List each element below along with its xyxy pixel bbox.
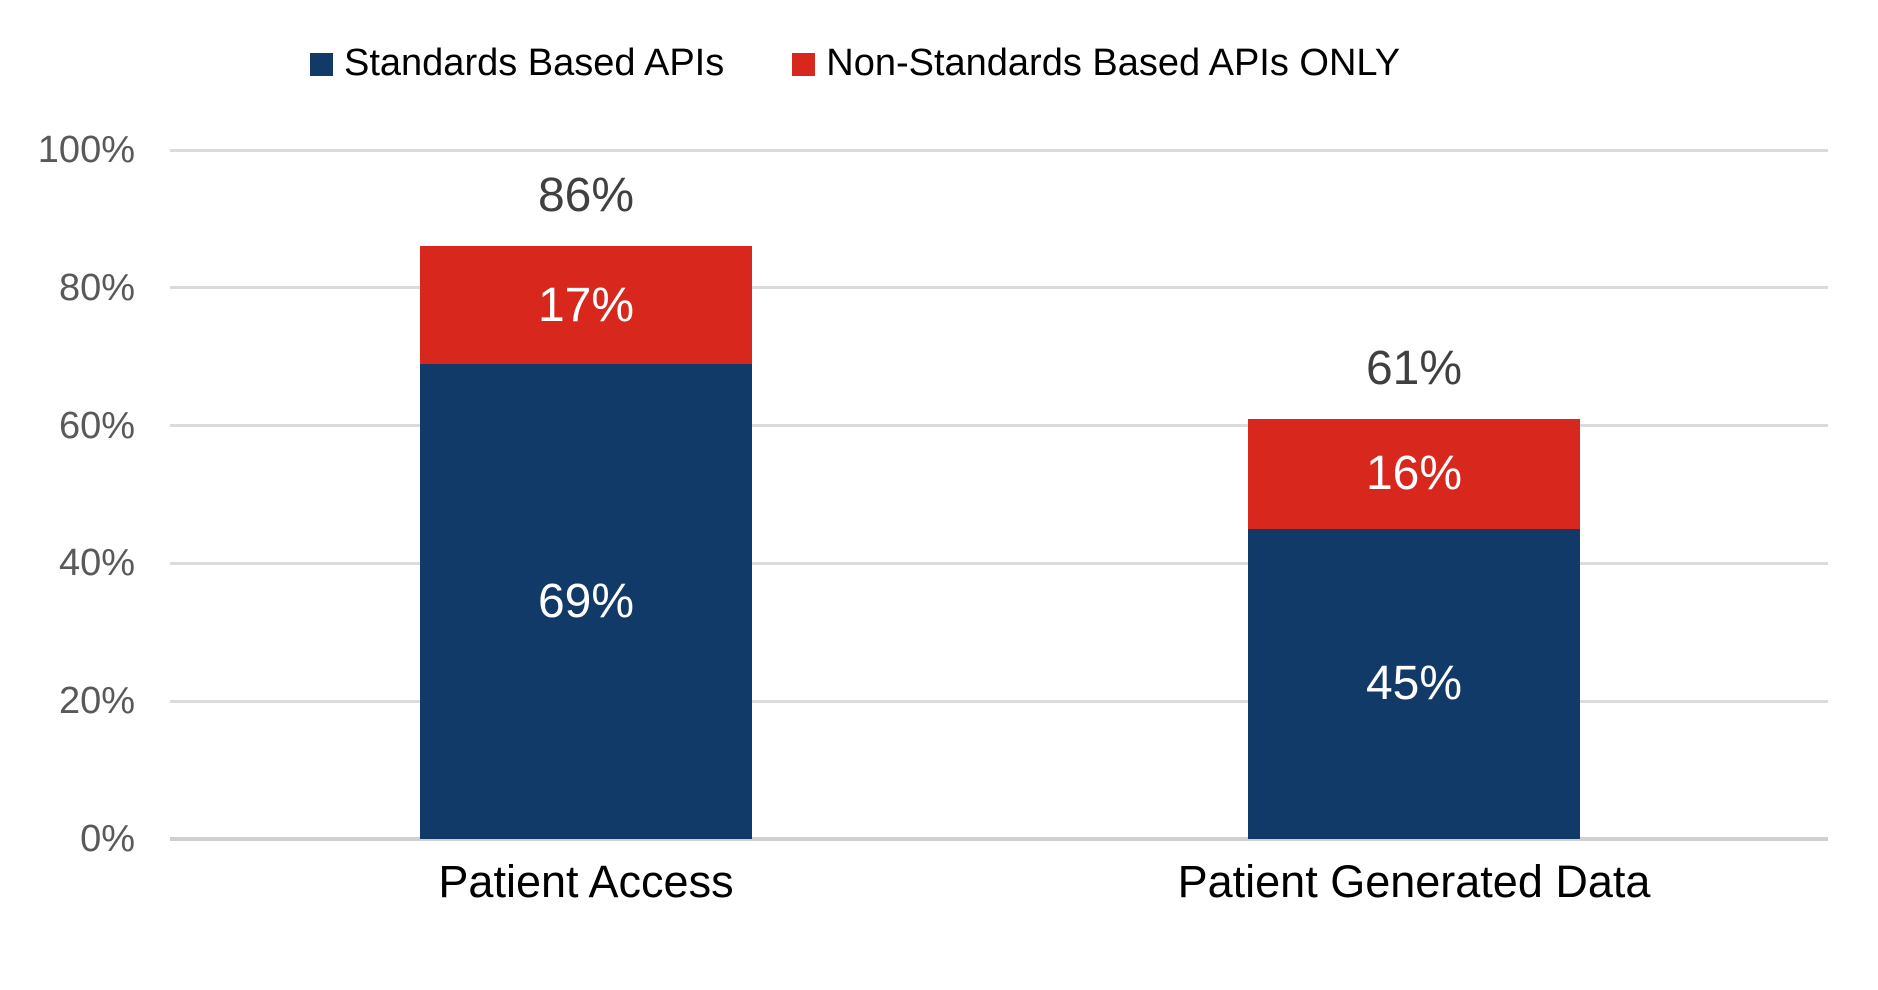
gridline	[170, 561, 1828, 565]
bar-segment-standards: 45%	[1248, 528, 1580, 839]
category-label: Patient Generated Data	[1177, 856, 1651, 907]
chart-legend: Standards Based APIs Non-Standards Based…	[310, 40, 1400, 86]
plot-area: 69% 17% 86% 45% 16% 61%	[170, 148, 1828, 841]
y-axis-tick-label: 80%	[58, 266, 135, 309]
legend-label-standards-apis: Standards Based APIs	[344, 41, 725, 84]
gridline	[170, 424, 1828, 428]
y-axis-tick-label: 60%	[58, 404, 135, 447]
y-axis-tick-label: 0%	[80, 818, 135, 860]
bar-segment-non-standards: 17%	[420, 246, 752, 364]
y-axis-tick-label: 20%	[58, 680, 135, 723]
y-axis-tick-label: 100%	[37, 129, 135, 171]
segment-value-label: 45%	[1365, 657, 1463, 711]
y-axis-tick-label: 40%	[58, 542, 135, 585]
legend-item-non-standards-apis: Non-Standards Based APIs ONLY	[792, 42, 1400, 85]
gridline	[170, 148, 1828, 152]
x-axis-baseline	[170, 837, 1828, 841]
category-label: Patient Access	[438, 856, 734, 907]
gridline	[170, 699, 1828, 703]
segment-value-label: 69%	[537, 574, 635, 628]
segment-value-label: 17%	[537, 278, 635, 332]
legend-label-non-standards-apis: Non-Standards Based APIs ONLY	[826, 41, 1401, 84]
total-value-label: 61%	[1365, 341, 1463, 395]
bar-segment-standards: 69%	[420, 363, 752, 839]
legend-swatch-non-standards-apis	[792, 52, 816, 76]
legend-item-standards-apis: Standards Based APIs	[310, 42, 724, 85]
segment-value-label: 16%	[1365, 447, 1463, 501]
gridline	[170, 286, 1828, 290]
total-value-label: 86%	[537, 169, 635, 223]
legend-swatch-standards-apis	[310, 52, 333, 76]
bar-segment-non-standards: 16%	[1248, 418, 1580, 529]
